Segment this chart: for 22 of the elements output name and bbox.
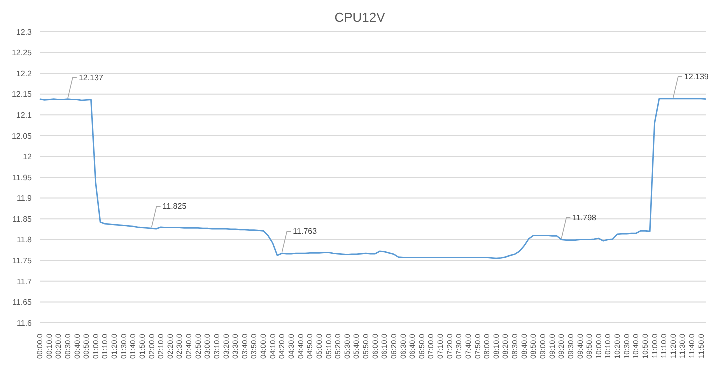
line-series <box>39 98 707 260</box>
annotation: 11.825 <box>162 202 188 212</box>
y-tick-label: 11.7 <box>17 277 33 286</box>
y-tick-label: 12.2 <box>16 69 33 78</box>
y-tick-label: 11.75 <box>12 256 33 266</box>
annotation: 11.763 <box>293 227 318 236</box>
y-tick-label: 11.6 <box>17 318 33 328</box>
y-tick-label: 11.85 <box>12 214 33 224</box>
y-tick-label: 11.65 <box>12 298 33 308</box>
y-tick-label: 12.3 <box>16 28 33 37</box>
y-tick-label: 12 <box>23 152 33 162</box>
y-tick-label: 11.9 <box>17 194 33 204</box>
annotation: 12.137 <box>78 73 104 82</box>
annotation: 11.798 <box>572 213 598 222</box>
y-tick-label: 12.1 <box>16 110 33 120</box>
y-tick-label: 12.05 <box>12 132 33 141</box>
chart-title: CPU12V <box>334 9 386 27</box>
y-tick-label: 12.25 <box>12 48 33 58</box>
annotation: 12.139 <box>684 72 710 82</box>
y-tick-label: 11.8 <box>17 236 33 245</box>
y-tick-label: 12.15 <box>12 90 33 100</box>
y-tick-label: 11.95 <box>12 173 33 182</box>
